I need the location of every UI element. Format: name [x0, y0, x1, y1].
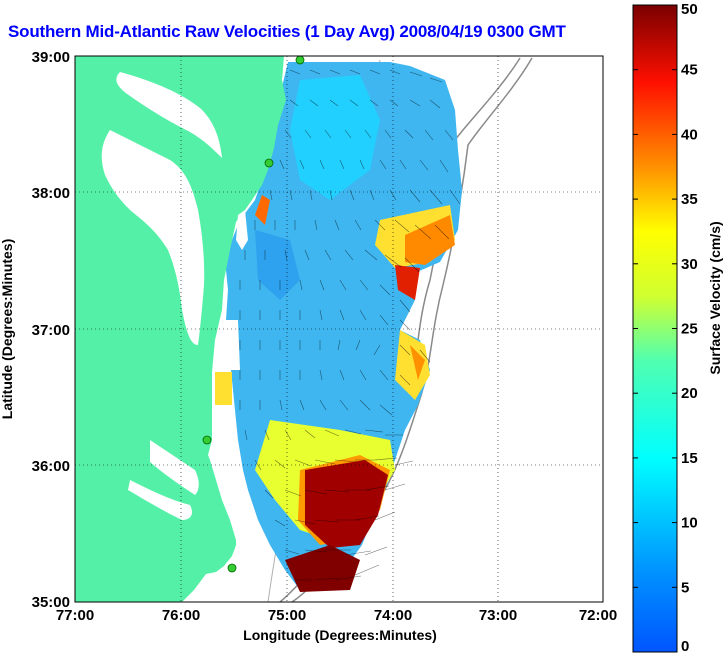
colorbar-tick-label: 25 — [681, 321, 698, 338]
y-axis-label: Latitude (Degrees:Minutes) — [0, 239, 15, 419]
x-axis-label: Longitude (Degrees:Minutes) — [243, 627, 437, 643]
colorbar-scale — [632, 4, 678, 653]
plot-title: Southern Mid-Atlantic Raw Velocities (1 … — [8, 22, 566, 41]
colorbar-tick-label: 10 — [681, 515, 698, 532]
colorbar-tick-label: 0 — [681, 638, 689, 655]
x-tick-label: 74:00 — [374, 607, 412, 624]
colorbar-tick-label: 50 — [681, 1, 698, 18]
colorbar-tick-label: 40 — [681, 126, 698, 143]
colorbar-tick-label: 20 — [681, 385, 698, 402]
station-marker — [264, 158, 274, 168]
velocity-highs — [215, 75, 455, 592]
y-axis: 39:00 38:00 37:00 36:00 35:00 Latitude (… — [0, 49, 70, 611]
colorbar-label: Surface Velocity (cm/s) — [707, 221, 723, 374]
colorbar-tick-label: 30 — [681, 256, 698, 273]
x-axis: 77:00 76:00 75:00 74:00 73:00 72:00 Long… — [56, 607, 617, 643]
grid-lines — [75, 56, 603, 602]
x-tick-label: 73:00 — [479, 607, 517, 624]
colorbar-tick-label: 15 — [681, 450, 698, 467]
y-tick-label: 39:00 — [32, 49, 70, 66]
y-tick-label: 37:00 — [32, 322, 70, 339]
x-tick-label: 77:00 — [56, 607, 94, 624]
station-marker — [227, 563, 237, 573]
colorbar-tick-label: 45 — [681, 62, 698, 79]
x-tick-label: 76:00 — [162, 607, 200, 624]
colorbar: 0 5 10 15 20 25 30 35 40 45 50 Surface Velocity (c… — [632, 1, 723, 655]
y-tick-label: 38:00 — [32, 185, 70, 202]
bay-water — [101, 72, 252, 562]
radar-stations — [202, 55, 305, 573]
x-tick-label: 75:00 — [268, 607, 306, 624]
colorbar-tick-label: 5 — [681, 579, 689, 596]
plot-frame — [74, 55, 604, 603]
x-tick-label: 72:00 — [579, 607, 617, 624]
y-tick-label: 35:00 — [32, 594, 70, 611]
station-marker — [295, 55, 305, 65]
station-marker — [202, 435, 212, 445]
y-tick-label: 36:00 — [32, 458, 70, 475]
colorbar-tick-label: 35 — [681, 191, 698, 208]
